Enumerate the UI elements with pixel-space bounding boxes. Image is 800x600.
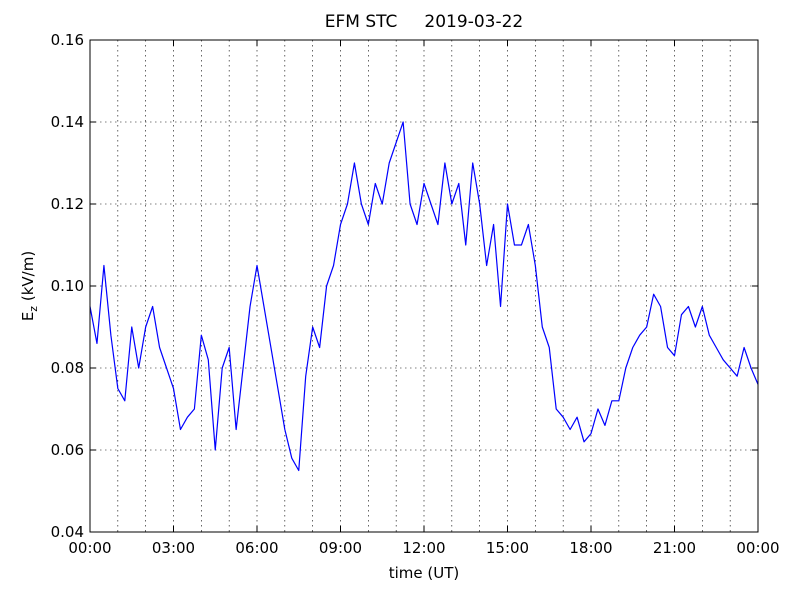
y-tick-label: 0.12 <box>51 195 84 213</box>
y-axis-label-main: E <box>19 312 37 321</box>
y-axis-label-sub: z <box>27 306 40 312</box>
y-tick-label: 0.16 <box>51 31 84 49</box>
x-tick-label: 09:00 <box>319 539 362 557</box>
y-axis-label-unit: (kV/m) <box>19 251 37 306</box>
data-line <box>89 121 759 472</box>
y-tick-label: 0.08 <box>51 359 84 377</box>
chart-title: EFM STC 2019-03-22 <box>325 12 523 32</box>
y-axis-label: Ez (kV/m) <box>19 251 40 321</box>
x-tick-label: 12:00 <box>402 539 445 557</box>
x-tick-label: 00:00 <box>736 539 779 557</box>
x-tick-label: 06:00 <box>235 539 278 557</box>
y-tick-label: 0.04 <box>51 523 84 541</box>
plot-frame <box>89 39 759 533</box>
y-tick-label: 0.14 <box>51 113 84 131</box>
y-tick-label: 0.10 <box>51 277 84 295</box>
x-axis-label: time (UT) <box>389 564 460 582</box>
x-tick-label: 15:00 <box>486 539 529 557</box>
x-tick-label: 21:00 <box>653 539 696 557</box>
x-tick-label: 18:00 <box>569 539 612 557</box>
x-tick-label: 03:00 <box>152 539 195 557</box>
y-tick-label: 0.06 <box>51 441 84 459</box>
x-tick-label: 00:00 <box>68 539 111 557</box>
